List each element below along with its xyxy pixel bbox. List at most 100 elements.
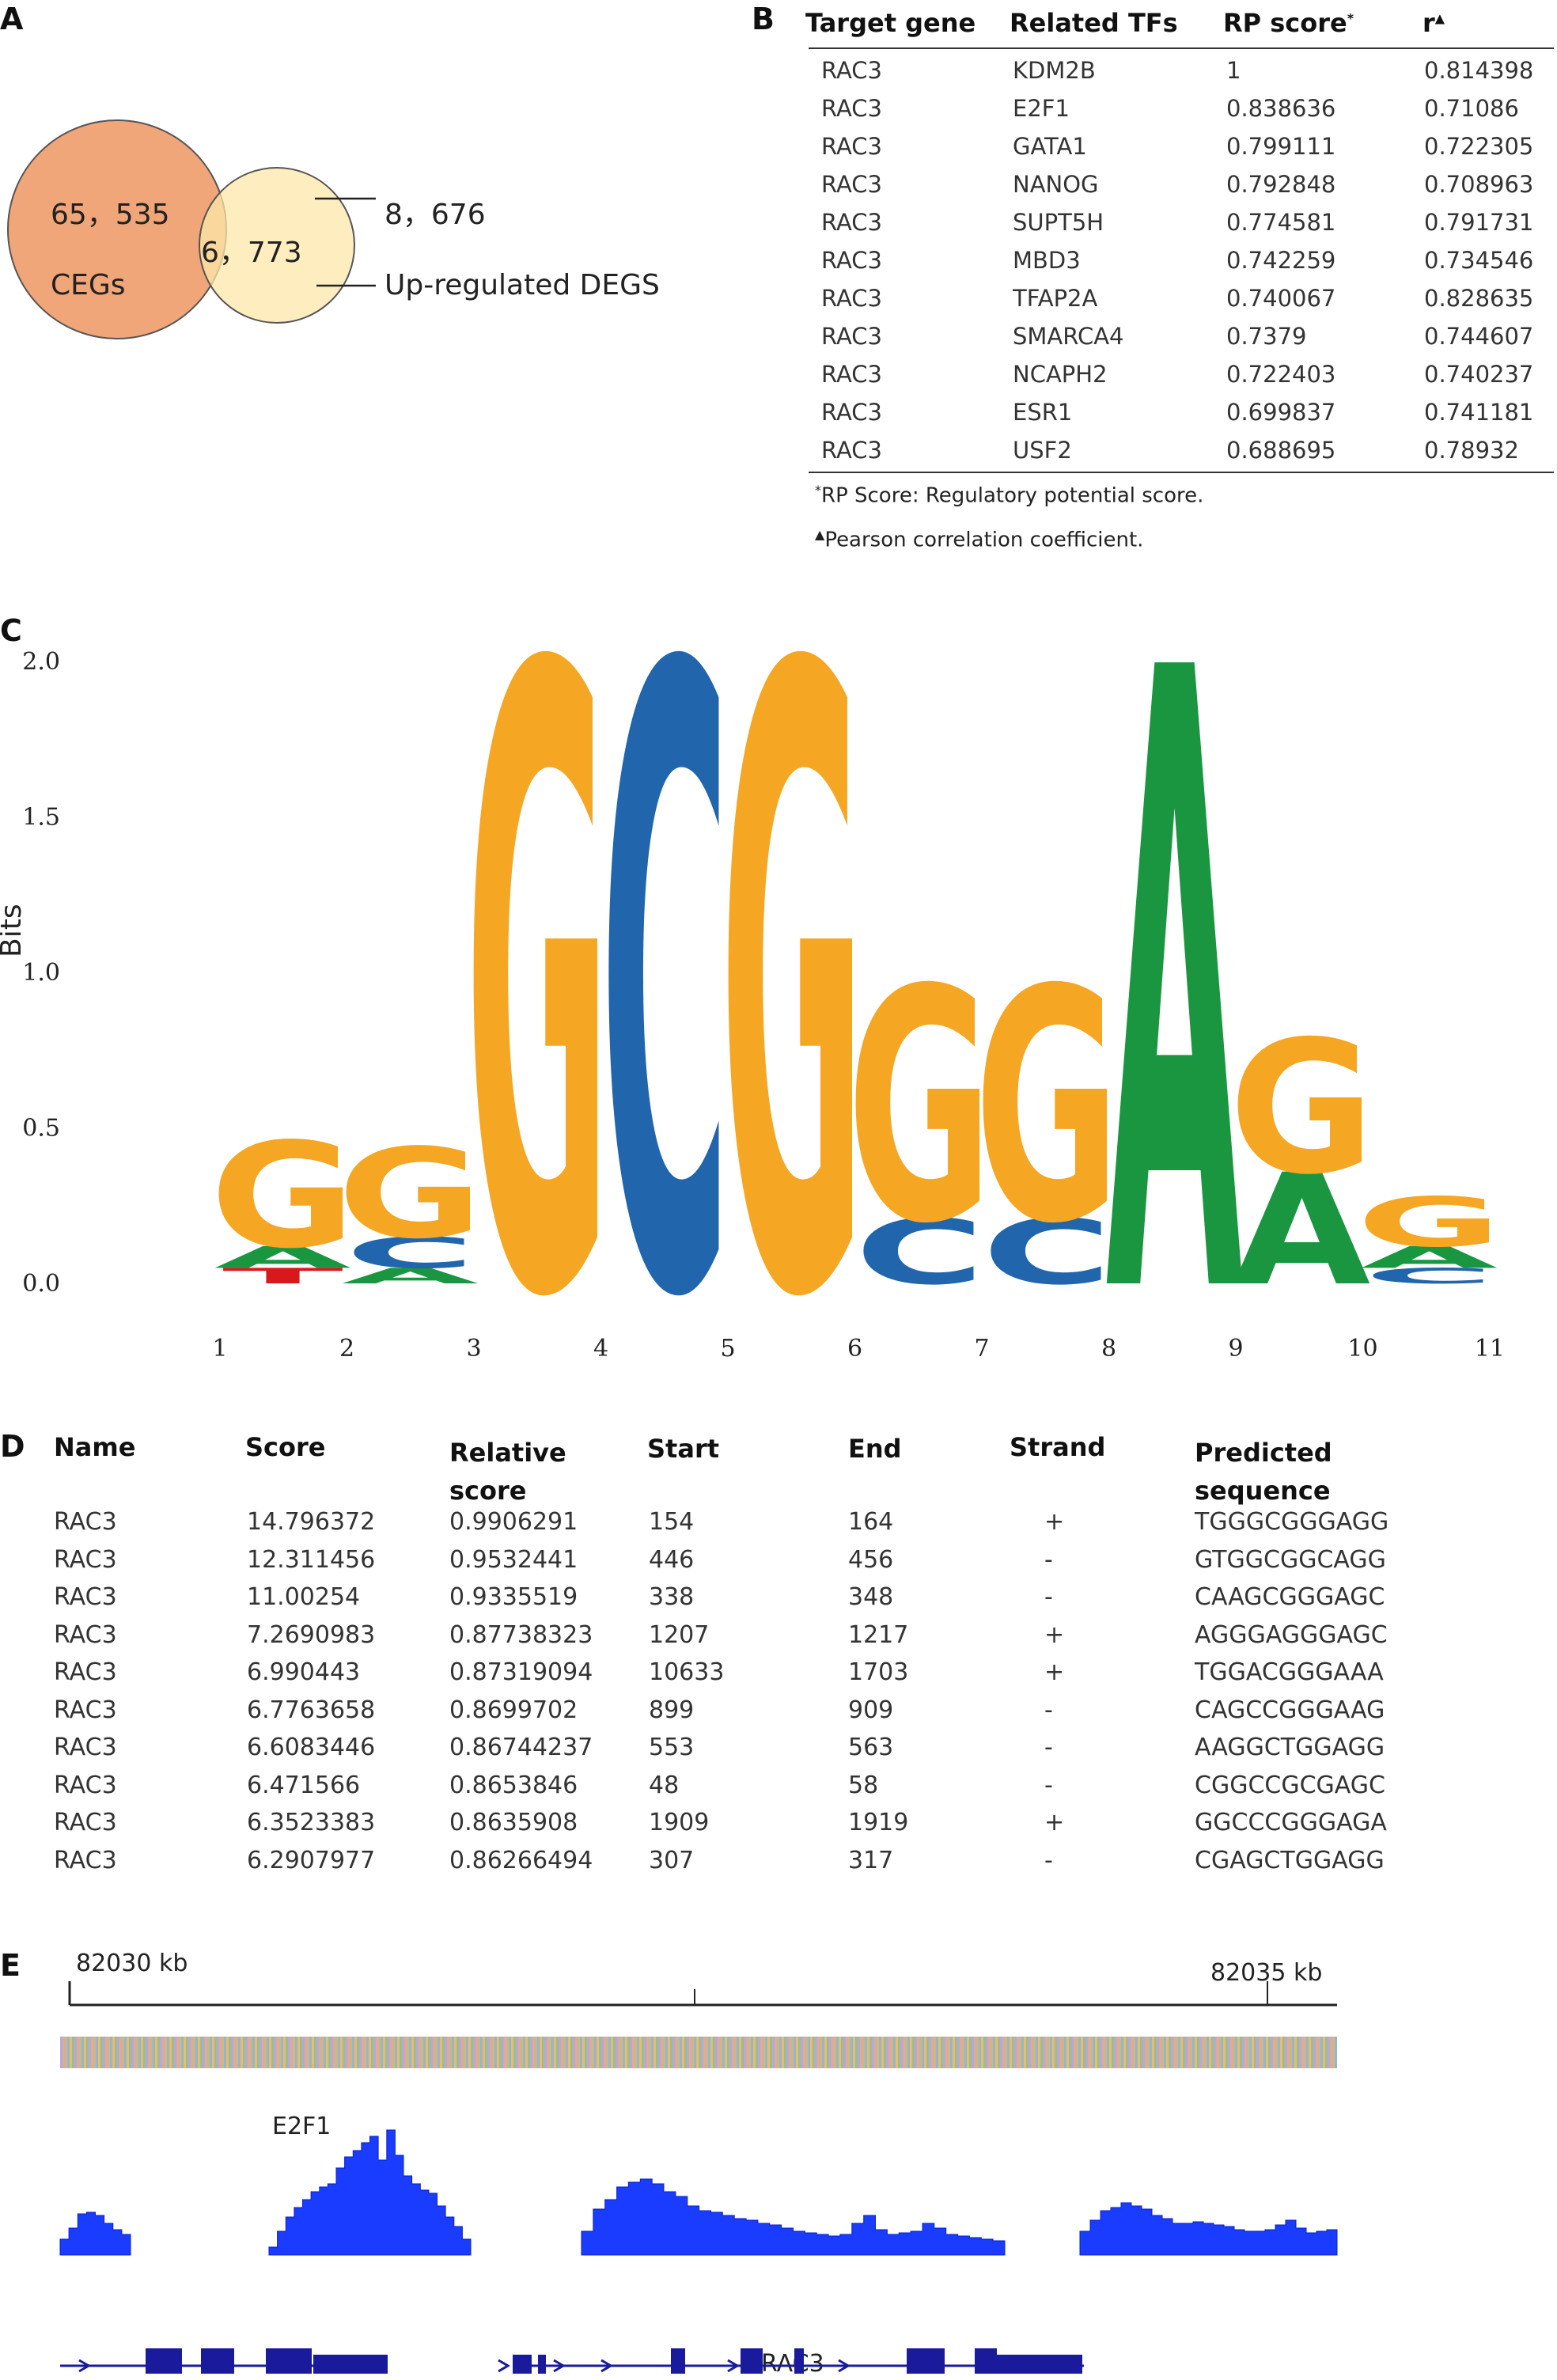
venn-diagram [7,119,376,339]
sites-cell: 1909 [649,1809,710,1836]
logo-x-tick: 7 [974,1335,989,1362]
tf-cell: 0.7379 [1226,323,1307,350]
tf-cell: 0.71086 [1424,95,1519,122]
sites-cell: 1703 [848,1658,909,1686]
tf-cell: 1 [1226,57,1241,84]
logo-y-tick: 1.0 [22,959,60,987]
sites-cell: RAC3 [54,1545,117,1574]
logo-letter-c: C [1364,1264,1494,1288]
panel-label-d: D [0,1429,25,1464]
logo-letter-a: A [1106,633,1244,1377]
sites-cell: 307 [649,1846,695,1874]
sites-cell: AGGGAGGGAGC [1195,1620,1388,1649]
sites-cell: 0.8653846 [449,1771,578,1799]
sites-cell: CAGCCGGGAAG [1195,1696,1385,1724]
sites-cell: 11.00254 [247,1583,361,1611]
tf-cell: 0.792848 [1226,171,1336,198]
tf-cell: TFAP2A [1013,285,1098,312]
gene-exon [201,2348,234,2374]
tf-cell: 0.774581 [1226,209,1336,236]
logo-letter-c: C [854,1200,985,1305]
sites-cell: TGGGCGGGAGG [1195,1508,1389,1536]
tf-cell: RAC3 [821,133,883,160]
tf-header-target-gene: Target gene [805,8,976,38]
tf-cell: RAC3 [821,95,883,122]
sites-cell: 48 [649,1771,680,1799]
logo-y-tick: 0.0 [22,1270,60,1298]
logo-letter-g: G [1229,1001,1374,1215]
sites-cell: CGAGCTGGAGG [1195,1846,1385,1874]
tf-cell: RAC3 [821,323,883,350]
tf-table: Target gene Related TFs RP score* r▲ RAC… [805,8,1557,562]
tf-footnote-rp: *RP Score: Regulatory potential score. [815,483,1204,508]
sites-cell: 6.6083446 [247,1734,376,1761]
sites-cell: AAGGCTGGAGG [1195,1734,1385,1761]
logo-x-tick: 3 [466,1335,481,1362]
tf-cell: 0.799111 [1226,133,1336,160]
strand-arrow [727,2359,740,2373]
tf-cell: RAC3 [821,437,883,464]
sites-cell: 0.9906291 [449,1508,578,1536]
browser-track-label: E2F1 [272,2113,331,2140]
tf-cell: RAC3 [821,209,883,236]
logo-letter-c: C [982,1200,1112,1305]
sites-cell: 446 [649,1545,695,1574]
sequence-logo-chart: 0.00.51.01.52.01 2 3 4 5 6 7 8 9 10 11TAGACGGCGCGC… [22,633,1505,1377]
tf-header-r: r▲ [1423,8,1445,38]
tf-footnote-r: ▲Pearson correlation coefficient. [815,527,1144,552]
tf-cell: MBD3 [1013,247,1081,274]
tf-cell: KDM2B [1013,57,1096,84]
sites-cell: + [1044,1658,1065,1686]
tf-cell: 0.791731 [1424,209,1534,236]
sites-cell: CGGCCGCGAGC [1195,1771,1385,1799]
sites-cell: 58 [848,1771,879,1799]
sites-cell: 338 [649,1583,695,1611]
sites-cell: - [1044,1846,1053,1874]
sites-cell: 0.86744237 [449,1734,593,1761]
sites-cell: 6.7763658 [247,1696,376,1724]
venn-left-label: CEGs [51,269,126,301]
logo-letter-g: G [719,633,865,1377]
tf-cell: RAC3 [821,171,883,198]
tf-cell: NANOG [1013,171,1099,198]
sites-cell: 7.2690983 [247,1620,376,1649]
logo-x-tick: 10 [1347,1335,1377,1362]
sites-cell: 6.3523383 [247,1809,376,1836]
sites-header-relative-score: Relative score [449,1438,566,1506]
tf-cell: RAC3 [821,361,883,388]
sites-cell: 0.8699702 [449,1696,578,1724]
logo-x-tick: 4 [593,1335,608,1362]
tf-cell: 0.742259 [1226,247,1336,274]
logo-x-tick: 5 [720,1335,735,1362]
sites-cell: RAC3 [54,1620,117,1649]
sites-cell: + [1044,1508,1065,1536]
gene-utr [313,2355,388,2374]
sites-cell: 1217 [848,1620,909,1649]
tf-cell: RAC3 [821,285,883,312]
logo-letter-g: G [974,923,1119,1294]
sites-cell: - [1044,1734,1053,1761]
logo-x-tick: 11 [1475,1335,1505,1362]
panel-label-c: C [0,613,22,648]
logo-x-tick: 1 [212,1335,227,1362]
sites-cell: RAC3 [54,1583,117,1611]
sites-cell: 14.796372 [247,1508,376,1536]
tf-cell: 0.734546 [1424,247,1534,274]
tf-cell: 0.741181 [1424,399,1534,426]
signal-peak [581,2178,1006,2256]
tf-cell: 0.688695 [1226,437,1336,464]
sites-cell: 563 [848,1734,894,1761]
logo-letter-t: T [222,1264,343,1288]
logo-letter-g: G [337,1122,483,1266]
venn-overlap-count: 6，773 [201,237,302,269]
browser-right-coord: 82035 kb [1210,1959,1323,1987]
signal-peak [268,2129,472,2256]
logo-letter-c: C [600,633,730,1377]
sites-cell: 12.311456 [247,1545,376,1574]
sites-cell: 6.471566 [247,1771,361,1799]
logo-letter-a: A [342,1264,479,1288]
tf-header-related-tfs: Related TFs [1010,8,1178,38]
strand-arrow [498,2359,510,2373]
tf-cell: 0.838636 [1226,95,1336,122]
sites-cell: 0.9335519 [449,1583,578,1611]
